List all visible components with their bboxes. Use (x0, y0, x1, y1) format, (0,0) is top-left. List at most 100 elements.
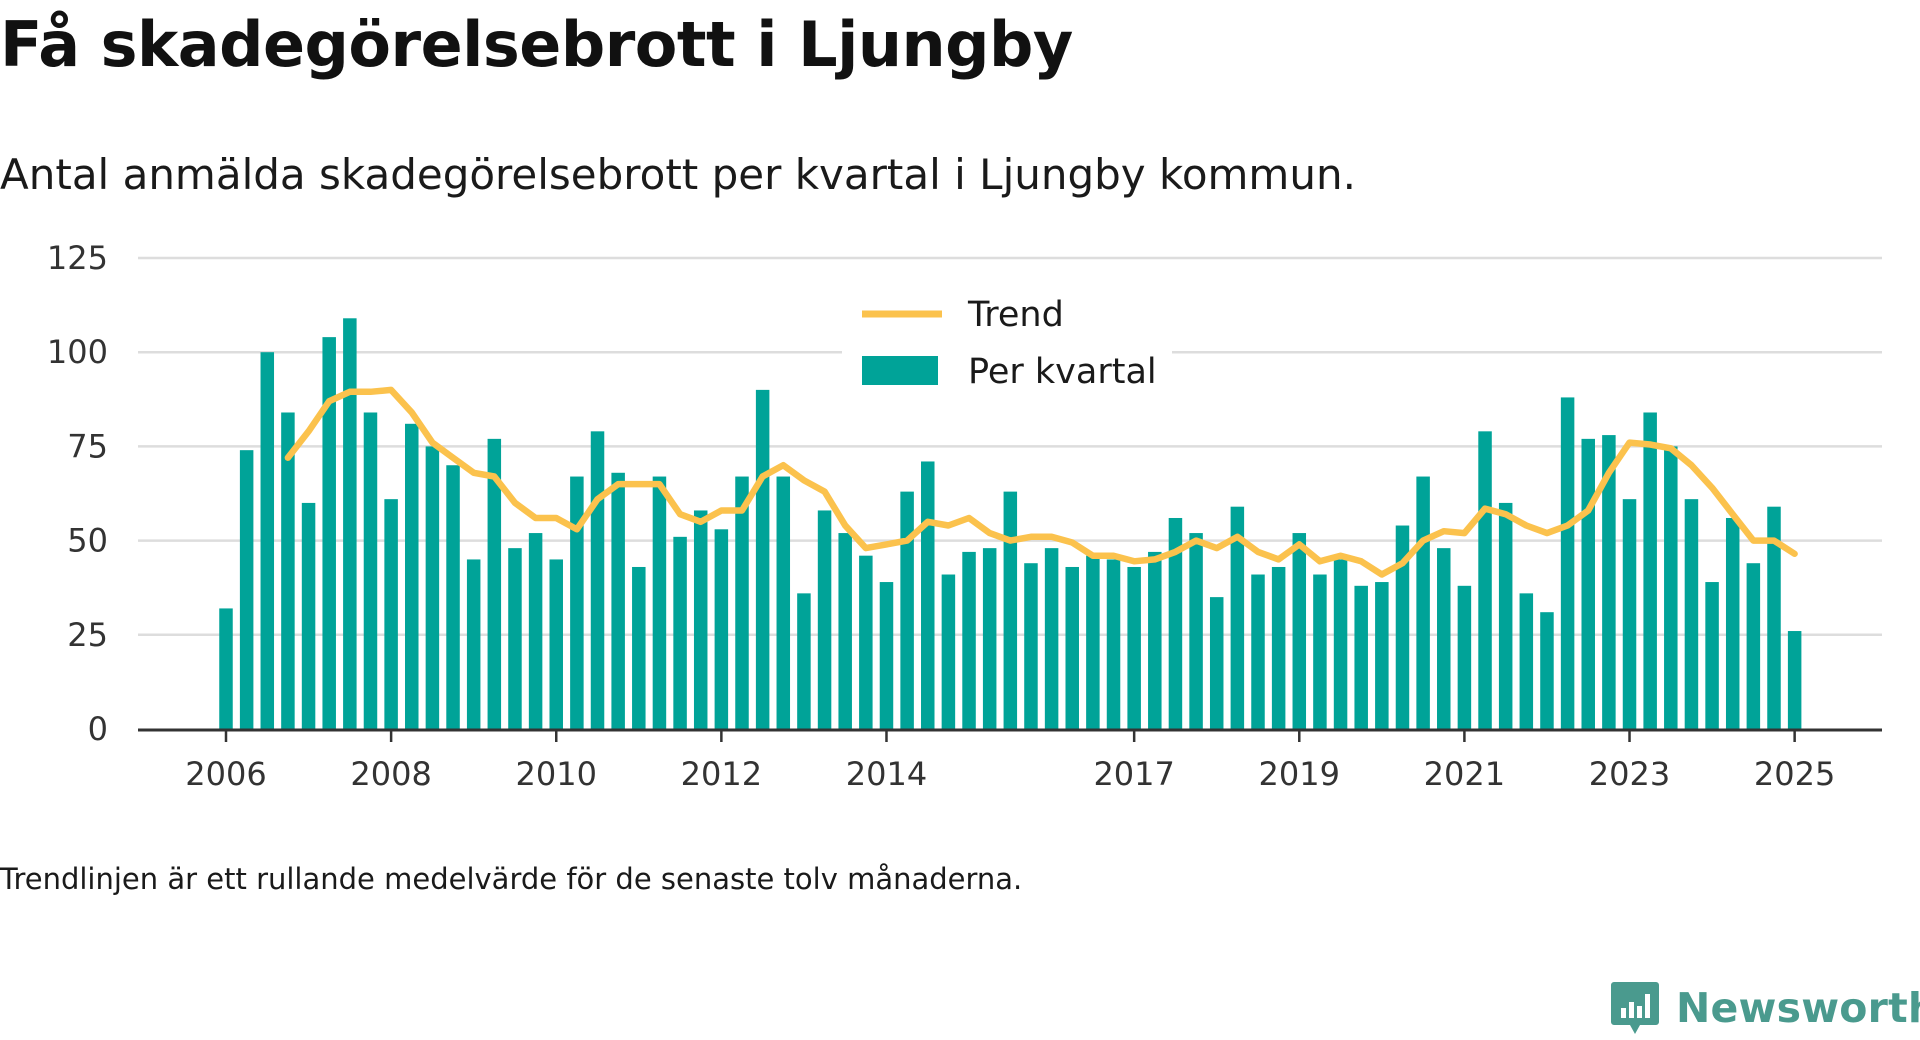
bar (797, 593, 811, 729)
bar (1664, 446, 1678, 729)
bar (859, 555, 873, 729)
bar (1705, 582, 1719, 729)
bar (1560, 397, 1575, 729)
bar (1065, 566, 1079, 729)
bar (1313, 574, 1327, 729)
bar (1767, 506, 1781, 729)
x-tick-label: 2012 (681, 755, 762, 793)
bar (590, 431, 605, 729)
chart: 0 25 50 75 100 125 2006 2008 2010 2012 2014 2017 201… (47, 239, 1882, 793)
chart-subtitle: Antal anmälda skadegörelsebrott per kvar… (0, 150, 1356, 199)
x-tick-label: 2010 (516, 755, 597, 793)
bar (1251, 574, 1265, 729)
x-tick-label: 2008 (350, 755, 431, 793)
bar (446, 465, 460, 729)
bar (1189, 533, 1203, 729)
bar (1292, 533, 1307, 729)
bar (1478, 431, 1492, 729)
brand-name: Newsworthy (1676, 984, 1920, 1032)
x-tick-label: 2014 (846, 755, 927, 793)
bar (1230, 506, 1245, 729)
bar (1148, 551, 1162, 729)
bar (1519, 593, 1534, 729)
bar (673, 536, 687, 729)
x-tick-label: 2019 (1259, 755, 1340, 793)
legend-label-trend: Trend (967, 295, 1064, 335)
legend-swatch-per-kvartal (862, 356, 938, 385)
trend-layer (284, 386, 1798, 578)
x-tick-label: 2025 (1754, 755, 1835, 793)
bar (322, 337, 336, 729)
bar (611, 472, 625, 729)
bar (570, 476, 584, 729)
bar (549, 559, 563, 729)
bar (301, 502, 316, 729)
bar (1581, 438, 1595, 729)
x-tick-label: 2021 (1424, 755, 1505, 793)
bar (1127, 566, 1141, 729)
bar (1086, 555, 1100, 729)
bar (1106, 559, 1121, 729)
bar (1333, 559, 1348, 729)
bar (632, 566, 646, 729)
bar (466, 559, 481, 729)
bar (755, 389, 770, 729)
bar (281, 412, 295, 729)
bar-layer (219, 318, 1802, 729)
bar (1622, 499, 1637, 729)
bar (1395, 525, 1410, 729)
x-tick-label: 2017 (1093, 755, 1174, 793)
bar (1003, 491, 1018, 729)
bar (1746, 563, 1761, 729)
y-tick-label: 0 (88, 710, 108, 748)
x-tick-label: 2006 (185, 755, 266, 793)
bar (1437, 548, 1451, 729)
y-tick-label: 25 (67, 616, 108, 654)
bar (1725, 517, 1740, 729)
bar (1168, 517, 1183, 729)
trend-line (284, 386, 1798, 578)
bar (487, 438, 502, 729)
bar (941, 574, 956, 729)
legend: Trend Per kvartal (842, 286, 1172, 398)
y-tick-label: 125 (47, 239, 108, 277)
bar (714, 529, 729, 729)
bar (1024, 563, 1038, 729)
bar (817, 510, 832, 729)
chart-footnote: Trendlinjen är ett rullande medelvärde f… (0, 862, 1023, 896)
bar (425, 446, 440, 729)
bar (260, 352, 275, 729)
legend-label-per-kvartal: Per kvartal (968, 352, 1157, 392)
y-tick-label: 75 (67, 427, 108, 465)
bar (838, 533, 852, 729)
bar (1540, 612, 1554, 729)
bar (1354, 585, 1368, 729)
bar (1416, 476, 1430, 729)
axis-layer: 0 25 50 75 100 125 2006 2008 2010 2012 2014 2017 201… (47, 239, 1882, 793)
bar (528, 533, 543, 729)
bar (1457, 585, 1472, 729)
bar (1209, 597, 1224, 729)
bar (1643, 412, 1657, 729)
bar (1787, 631, 1802, 729)
bar (735, 476, 749, 729)
bar (962, 551, 976, 729)
bar (879, 582, 894, 729)
bar (900, 491, 914, 729)
bar (776, 476, 791, 729)
newsworthy-logo-icon (1611, 982, 1659, 1034)
y-tick-label: 50 (67, 522, 108, 560)
bar (508, 548, 522, 729)
bar (239, 450, 254, 729)
bar (921, 461, 935, 729)
bar (1602, 435, 1616, 729)
x-tick-label: 2023 (1589, 755, 1670, 793)
y-tick-label: 100 (47, 333, 108, 371)
brand: Newsworthy (1610, 980, 1920, 1036)
bar (1375, 582, 1389, 729)
bar (652, 476, 667, 729)
bar (219, 608, 233, 729)
bar (384, 499, 398, 729)
bar (693, 510, 708, 729)
bar (343, 318, 357, 729)
